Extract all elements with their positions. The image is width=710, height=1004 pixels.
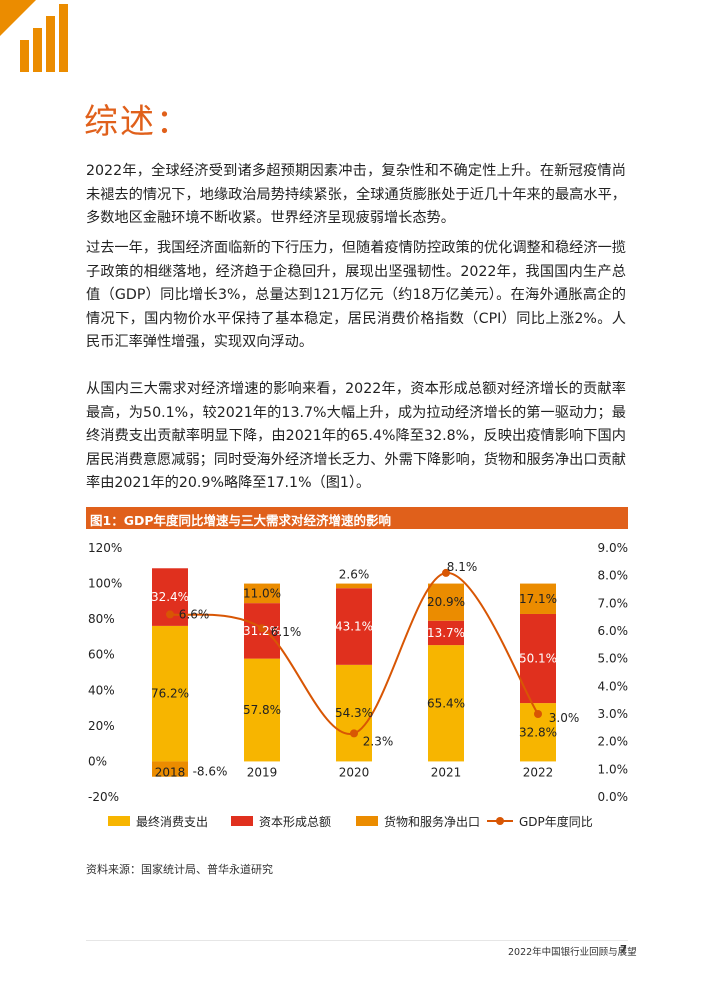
x-category-label: 2022 [523,765,554,779]
y-right-tick-label: 9.0% [598,541,629,555]
gdp-data-label: 6.1% [271,625,302,639]
gdp-point [166,610,174,619]
y-left-tick-label: 120% [88,541,122,555]
gdp-point [258,624,266,633]
legend-label-gdp: GDP年度同比 [519,814,593,829]
page-heading: 综述： [84,102,192,142]
y-left-tick-label: 80% [88,612,115,626]
y-right-tick-label: 1.0% [598,762,629,776]
footer-report-title: 2022年中国银行业回顾与展望 [508,947,637,958]
gdp-contribution-chart: -20% 0% 20% 40% 60% 80% 100% 120% 0.0% 1.0% 2.0% 3.… [88,541,629,829]
gdp-data-label: 3.0% [549,711,580,725]
legend-label-net-export: 货物和服务净出口 [384,814,480,829]
net-export-data-label: 2.6% [339,568,370,582]
y-left-tick-label: 100% [88,577,122,591]
consumption-data-label: 32.8% [519,725,557,739]
figure-title: 图1：GDP年度同比增速与三大需求对经济增速的影响 [90,513,391,528]
x-category-label: 2021 [431,765,462,779]
y-left-tick-label: 20% [88,719,115,733]
gdp-point [442,568,450,577]
legend-label-capital: 资本形成总额 [259,815,331,829]
y-right-tick-label: 8.0% [598,569,629,583]
legend-label-consumption: 最终消费支出 [136,814,208,829]
paragraph-domestic-economy: 过去一年，我国经济面临新的下行压力，但随着疫情防控政策的优化调整和稳经济一揽子政… [86,240,626,350]
gdp-point [350,729,358,738]
y-right-tick-label: 7.0% [598,596,629,610]
bar-net-export [244,583,280,604]
net-export-data-label: 20.9% [427,595,465,609]
capital-data-label: 32.4% [151,590,189,604]
gdp-growth-line [169,571,539,735]
consumption-data-label: 65.4% [427,696,465,710]
y-left-tick-label: 0% [88,754,107,768]
bar-consumption [244,658,280,762]
brand-logo [0,0,72,72]
y-right-tick-label: 5.0% [598,652,629,666]
consumption-data-label: 57.8% [243,703,281,717]
net-export-data-label: 11.0% [243,586,281,600]
capital-data-label: 50.1% [519,652,557,666]
consumption-data-label: 76.2% [151,687,189,701]
y-right-tick-label: 0.0% [598,790,629,804]
x-category-label: 2019 [247,765,278,779]
bar-net-export [520,583,556,614]
figure-title-bar: 图1：GDP年度同比增速与三大需求对经济增速的影响 [86,507,628,529]
y-right-tick-label: 3.0% [598,707,629,721]
data-source: 资料来源：国家统计局、普华永道研究 [86,863,273,876]
bar-net-export [428,583,464,621]
y-right-tick-label: 4.0% [598,679,629,693]
bar-consumption [152,625,188,762]
bar-consumption [428,645,464,762]
page-number: 7 [620,944,627,955]
gdp-data-label: 8.1% [447,560,478,574]
bar-net-export [336,583,372,589]
legend-swatch-net-export [356,816,378,826]
y-left-tick-label: 40% [88,683,115,697]
bar-capital-formation [428,620,464,646]
y-right-tick-label: 2.0% [598,735,629,749]
capital-data-label: 43.1% [335,620,373,634]
capital-data-label: 31.2% [243,624,281,638]
gdp-point [534,710,542,718]
footer-divider [86,940,628,941]
bar-capital-formation [336,588,372,665]
bar-consumption [336,664,372,762]
bar-capital-formation [520,613,556,704]
net-export-data-label: 17.1% [519,592,557,606]
gdp-data-label: 6.6% [179,607,210,621]
y-right-tick-label: 6.0% [598,624,629,638]
y-left-tick-label: 60% [88,648,115,662]
legend-swatch-capital [231,816,253,826]
bar-net-export [152,761,188,777]
legend-swatch-consumption [108,816,130,826]
x-category-label: 2020 [339,765,370,779]
legend-marker-gdp [496,817,504,825]
paragraph-demand-contribution: 从国内三大需求对经济增速的影响来看，2022年，资本形成总额对经济增长的贡献率最… [86,381,626,491]
gdp-data-label: 2.3% [363,734,394,748]
x-category-label: 2018 [155,765,186,779]
net-export-data-label: -8.6% [193,764,228,778]
capital-data-label: 13.7% [427,626,465,640]
paragraph-global-economy: 2022年，全球经济受到诸多超预期因素冲击，复杂性和不确定性上升。在新冠疫情尚未… [86,163,626,226]
y-left-tick-label: -20% [88,790,119,804]
consumption-data-label: 54.3% [335,706,373,720]
